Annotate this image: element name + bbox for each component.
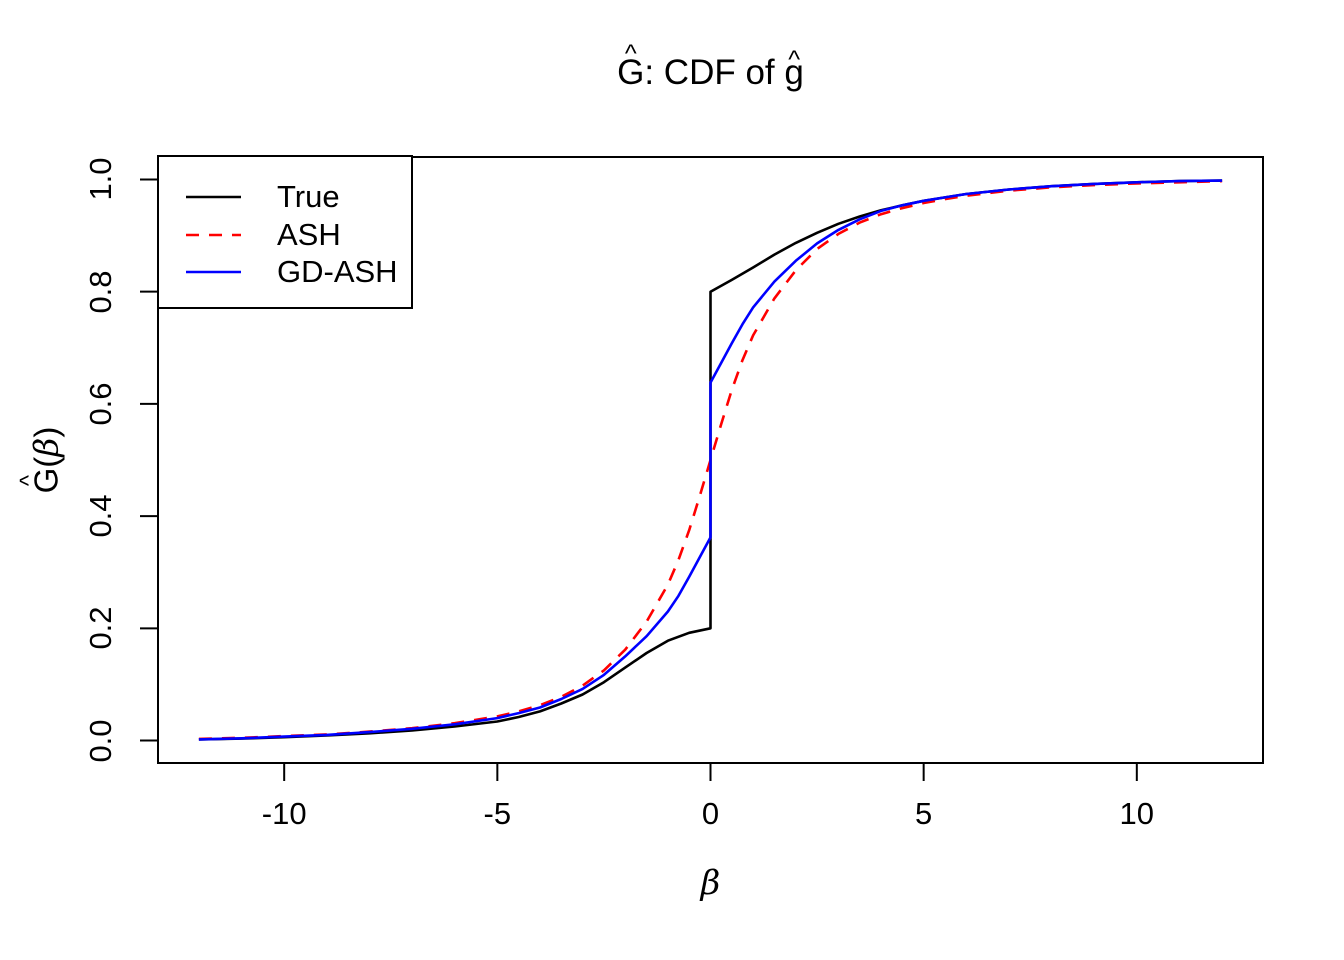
legend-box (157, 155, 413, 309)
title-text: : CDF of (644, 53, 785, 92)
g-hat-upper: ^ G (15, 468, 66, 494)
chart-title: ^ G: CDF of ^ g (158, 40, 1263, 93)
legend-label-gd-ash: GD-ASH (277, 254, 398, 289)
legend-label-ash: ASH (277, 217, 341, 252)
y-tick-label: 0.2 (83, 606, 118, 650)
curve-gd-ash (198, 179, 1223, 741)
hat-accent: ^ (15, 474, 43, 487)
hat-accent: ^ (624, 39, 637, 68)
title-g2: g (784, 53, 804, 92)
legend-label-true: True (277, 179, 340, 214)
x-tick-label: 0 (701, 796, 720, 831)
curve-ash (198, 179, 1223, 741)
g-hat-lower: ^ g (784, 46, 804, 93)
y-tick-label: 0.6 (83, 382, 118, 426)
ylabel-paren-close: ) (27, 426, 65, 438)
y-tick-label: 0.4 (83, 494, 118, 538)
beta-symbol: β (26, 437, 66, 457)
hat-accent: ^ (788, 45, 801, 74)
y-tick-label: 0.0 (83, 718, 118, 763)
y-axis-title: ^ G(β) (15, 426, 66, 494)
y-tick-label: 1.0 (83, 157, 118, 201)
g-hat-upper: ^ G (617, 40, 645, 93)
x-tick-label: 10 (1119, 796, 1155, 831)
ylabel-paren-open: ( (27, 456, 65, 468)
beta-symbol: β (700, 863, 721, 903)
x-tick-label: -5 (483, 796, 512, 831)
y-tick-label: 0.8 (83, 270, 118, 314)
title-g: G (617, 53, 645, 92)
x-tick-label: 5 (915, 796, 933, 831)
x-axis-title: β (158, 863, 1263, 903)
x-tick-label: -10 (261, 796, 307, 831)
